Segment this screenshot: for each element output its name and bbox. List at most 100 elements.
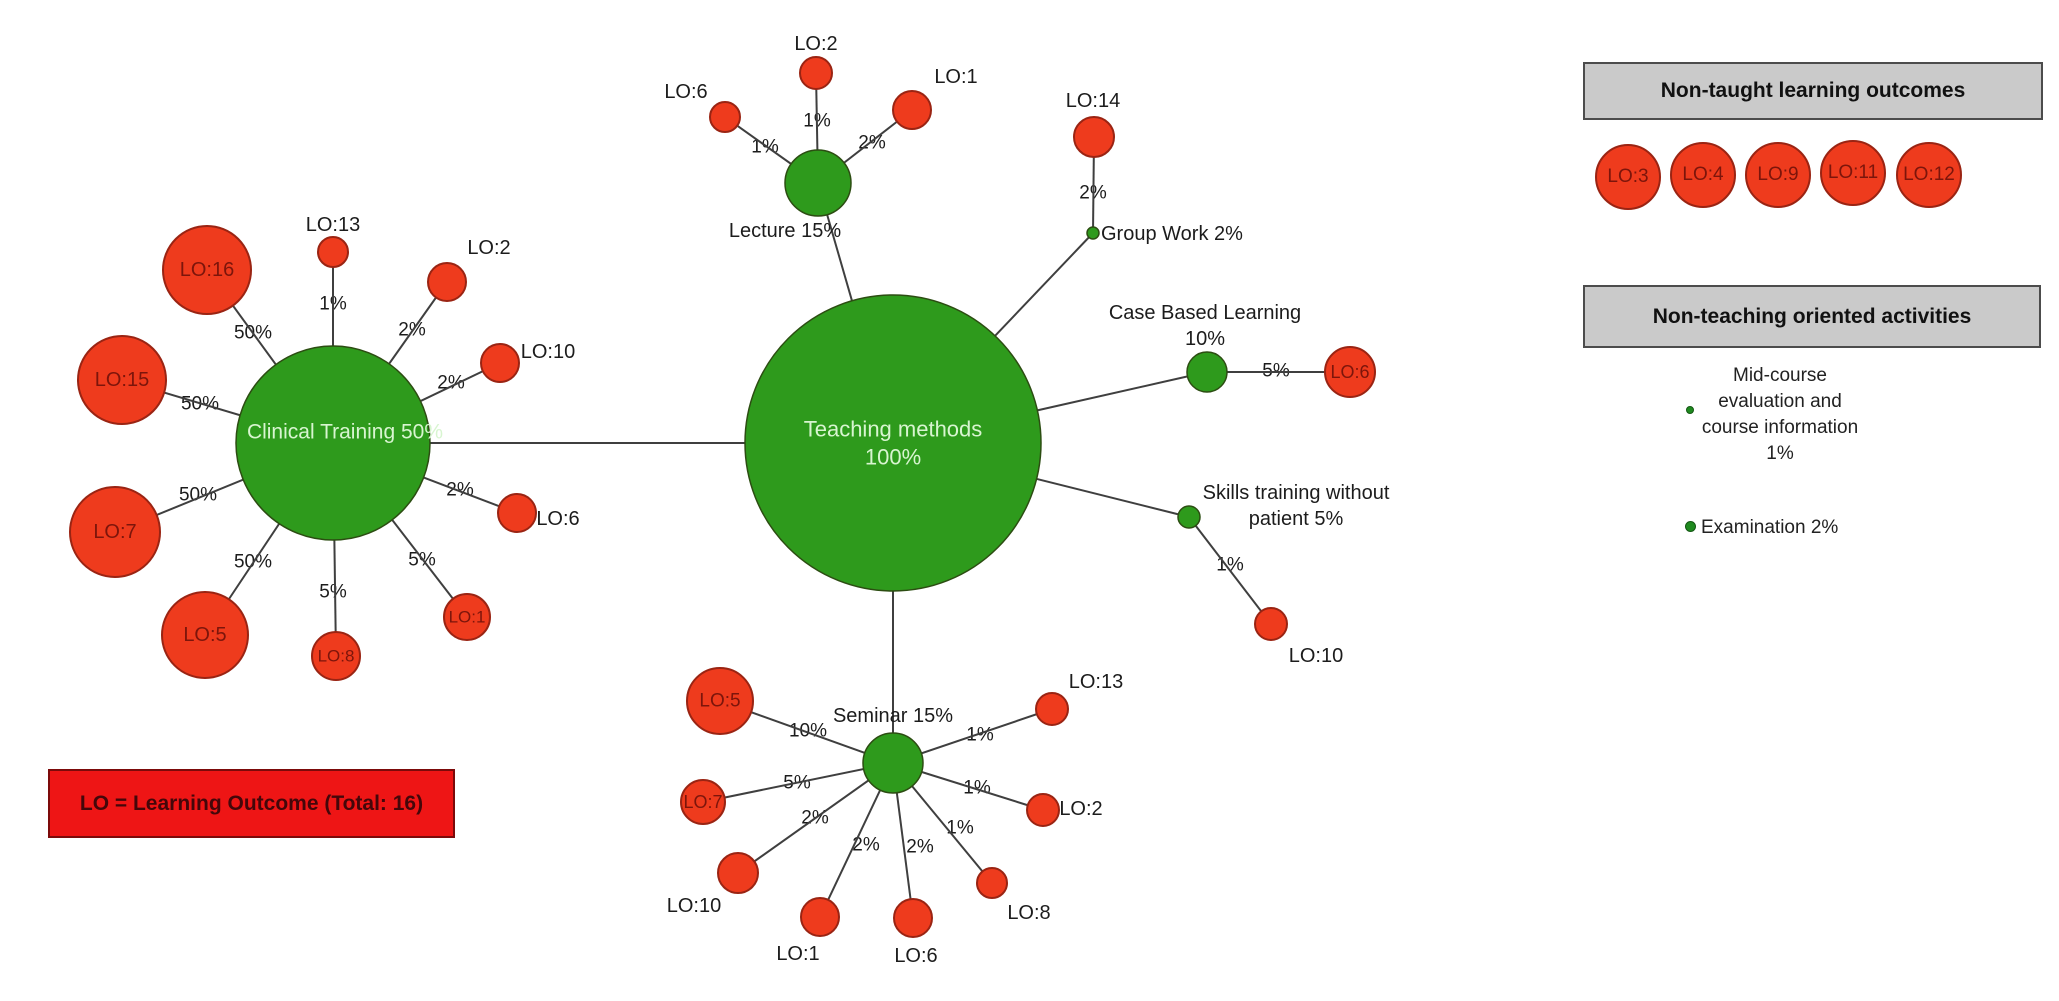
edge-label-seminar-sem_lo6: 2% xyxy=(906,837,934,858)
node-label-casebased: 10% xyxy=(1185,328,1225,350)
node-label-sem_lo2: LO:2 xyxy=(1059,798,1102,820)
node-label-sem_lo1: LO:1 xyxy=(776,943,819,965)
node-text-cl_lo5: LO:5 xyxy=(183,624,226,646)
node-text-cb_lo6: LO:6 xyxy=(1330,362,1369,382)
node-cb_lo6 xyxy=(1324,346,1376,398)
node-label-lec_lo1: LO:1 xyxy=(934,66,977,88)
node-label-casebased: Case Based Learning xyxy=(1109,302,1301,324)
non-taught-outcome-circle: LO:4 xyxy=(1670,142,1736,208)
node-cl_lo1 xyxy=(443,593,491,641)
mid-course-activity: Mid-course evaluation and course informa… xyxy=(1650,363,1910,467)
node-label-cl_lo10: LO:10 xyxy=(521,341,575,363)
examination-dot xyxy=(1685,521,1696,532)
node-lec_lo1 xyxy=(892,90,932,130)
node-cl_lo10 xyxy=(480,343,520,383)
activity-line: Mid-course xyxy=(1733,365,1827,386)
node-text-sem_lo5: LO:5 xyxy=(699,691,740,712)
non-taught-outcome-circle: LO:3 xyxy=(1595,144,1661,210)
node-label-cl_lo2: LO:2 xyxy=(467,237,510,259)
node-label-sk_lo10: LO:10 xyxy=(1289,645,1343,667)
non-taught-outcome-label: LO:4 xyxy=(1682,164,1724,185)
node-lec_lo2 xyxy=(799,56,833,90)
node-text-sem_lo7: LO:7 xyxy=(683,792,722,812)
node-seminar xyxy=(862,732,924,794)
edge-label-clinical-cl_lo10: 2% xyxy=(437,373,465,394)
non-taught-outcome-label: LO:11 xyxy=(1827,162,1879,183)
non-taught-panel-title: Non-taught learning outcomes xyxy=(1660,79,1966,102)
node-sem_lo5 xyxy=(686,667,754,735)
edge-seminar-sem_lo10 xyxy=(737,762,894,874)
activity-line: 1% xyxy=(1766,443,1794,464)
non-taught-outcome-label: LO:12 xyxy=(1903,164,1955,185)
legend-box: LO = Learning Outcome (Total: 16) xyxy=(48,769,455,838)
node-cl_lo5 xyxy=(161,591,249,679)
activity-line: evaluation and xyxy=(1718,391,1842,412)
node-text-clinical: Clinical Training 50% xyxy=(247,421,443,444)
edge-label-clinical-cl_lo7: 50% xyxy=(179,485,217,506)
node-text-cl_lo15: LO:15 xyxy=(95,369,149,391)
edge-label-clinical-cl_lo6: 2% xyxy=(446,480,474,501)
node-label-lec_lo2: LO:2 xyxy=(794,33,837,55)
node-groupwork xyxy=(1086,226,1100,240)
node-casebased xyxy=(1186,351,1228,393)
node-sem_lo6 xyxy=(893,898,933,938)
edge-skills-sk_lo10 xyxy=(1188,516,1272,625)
edge-label-skills-sk_lo10: 1% xyxy=(1216,555,1244,576)
node-text-cl_lo16: LO:16 xyxy=(180,259,234,281)
node-cl_lo13 xyxy=(317,236,349,268)
node-cl_lo6 xyxy=(497,493,537,533)
node-clinical xyxy=(235,345,431,541)
node-cl_lo7 xyxy=(69,486,161,578)
node-text-teaching: Teaching methods xyxy=(804,417,983,442)
node-lo14 xyxy=(1073,116,1115,158)
node-sem_lo2 xyxy=(1026,793,1060,827)
node-label-sem_lo13: LO:13 xyxy=(1069,671,1123,693)
non-teaching-panel-header: Non-teaching oriented activities xyxy=(1583,285,2041,348)
node-sem_lo13 xyxy=(1035,692,1069,726)
activity-line: course information xyxy=(1701,417,1859,438)
edge-label-lecture-lec_lo1: 2% xyxy=(858,133,886,154)
edge-label-seminar-sem_lo2: 1% xyxy=(963,778,991,799)
node-text-cl_lo7: LO:7 xyxy=(93,521,136,543)
node-label-skills: Skills training without xyxy=(1203,482,1390,504)
non-taught-outcome-label: LO:3 xyxy=(1607,166,1649,187)
legend-text: LO = Learning Outcome (Total: 16) xyxy=(79,791,424,815)
node-lec_lo6 xyxy=(709,101,741,133)
node-text-cl_lo1: LO:1 xyxy=(449,608,486,627)
node-cl_lo8 xyxy=(311,631,361,681)
node-sem_lo7 xyxy=(680,779,726,825)
mid-course-dot xyxy=(1686,406,1694,414)
node-label-lecture: Lecture 15% xyxy=(729,220,842,242)
node-text-teaching: 100% xyxy=(865,445,921,470)
node-cl_lo2 xyxy=(427,262,467,302)
edge-label-seminar-sem_lo8: 1% xyxy=(946,818,974,839)
node-label-sem_lo10: LO:10 xyxy=(667,895,721,917)
non-taught-panel-header: Non-taught learning outcomes xyxy=(1583,62,2043,120)
non-taught-outcome-label: LO:9 xyxy=(1757,164,1799,185)
node-sem_lo1 xyxy=(800,897,840,937)
node-sk_lo10 xyxy=(1254,607,1288,641)
node-text-cl_lo8: LO:8 xyxy=(318,647,355,666)
node-label-cl_lo6: LO:6 xyxy=(536,508,579,530)
node-sem_lo8 xyxy=(976,867,1008,899)
node-label-lo14: LO:14 xyxy=(1066,90,1120,112)
non-taught-outcome-circle: LO:12 xyxy=(1896,142,1962,208)
node-skills xyxy=(1177,505,1201,529)
examination-activity: Examination 2% xyxy=(1701,517,1838,539)
node-label-cl_lo13: LO:13 xyxy=(306,214,360,236)
node-label-groupwork: Group Work 2% xyxy=(1101,223,1243,245)
node-sem_lo10 xyxy=(717,852,759,894)
edge-label-seminar-sem_lo1: 2% xyxy=(852,835,880,856)
node-label-sem_lo8: LO:8 xyxy=(1007,902,1050,924)
node-label-sem_lo6: LO:6 xyxy=(894,945,937,967)
non-teaching-panel-title: Non-teaching oriented activities xyxy=(1652,304,1972,328)
activity-line: Examination 2% xyxy=(1701,517,1839,538)
node-lecture xyxy=(784,149,852,217)
edge-seminar-sem_lo7 xyxy=(702,762,894,803)
node-label-lec_lo6: LO:6 xyxy=(664,81,707,103)
edge-label-clinical-cl_lo8: 5% xyxy=(319,582,347,603)
non-taught-outcome-circle: LO:9 xyxy=(1745,142,1811,208)
node-cl_lo16 xyxy=(162,225,252,315)
edge-label-seminar-sem_lo13: 1% xyxy=(966,725,994,746)
